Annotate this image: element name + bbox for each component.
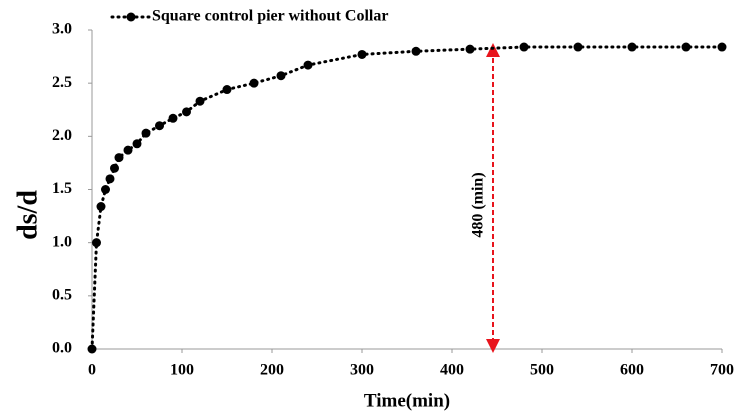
- data-point: [627, 42, 637, 52]
- y-tick-label: 3.0: [52, 21, 72, 38]
- data-point: [155, 121, 164, 131]
- y-tick-label: 0.0: [52, 340, 72, 357]
- data-point: [717, 42, 727, 52]
- x-tick-label: 400: [440, 362, 464, 379]
- x-tick-label: 300: [350, 362, 374, 379]
- data-point: [123, 145, 133, 155]
- y-tick-label: 1.5: [52, 180, 72, 197]
- annotation-label: 480 (min): [470, 172, 487, 237]
- data-point: [249, 78, 259, 88]
- x-tick-label: 0: [88, 362, 96, 379]
- y-axis-title: ds/d: [12, 190, 43, 240]
- data-point: [114, 153, 124, 163]
- data-point: [168, 113, 178, 123]
- series-line: [90, 45, 724, 351]
- data-point: [96, 202, 106, 212]
- data-point: [519, 42, 529, 52]
- x-tick-label: 100: [170, 362, 194, 379]
- x-tick-label: 500: [530, 362, 554, 379]
- data-point: [573, 42, 583, 52]
- y-tick-label: 2.5: [52, 74, 72, 91]
- data-point: [303, 60, 313, 70]
- data-point: [182, 107, 191, 117]
- data-point: [465, 44, 475, 54]
- data-point: [222, 85, 232, 95]
- data-point: [195, 96, 205, 106]
- y-tick-label: 2.0: [52, 127, 72, 144]
- data-point: [92, 238, 101, 248]
- x-tick-label: 600: [620, 362, 644, 379]
- data-point: [87, 344, 97, 354]
- y-tick-label: 0.5: [52, 287, 72, 304]
- legend-label: Square control pier without Collar: [152, 8, 388, 25]
- data-point: [101, 185, 110, 194]
- x-tick-label: 200: [260, 362, 284, 379]
- data-point: [411, 46, 421, 56]
- y-tick-label: 1.0: [52, 233, 72, 250]
- x-tick-label: 700: [710, 362, 734, 379]
- legend-marker: [126, 12, 136, 22]
- data-point: [105, 174, 115, 184]
- data-point: [276, 71, 286, 81]
- data-point: [141, 128, 151, 138]
- data-point: [357, 49, 367, 59]
- data-point: [110, 163, 119, 173]
- x-axis-title: Time(min): [364, 390, 450, 411]
- data-point: [681, 42, 691, 52]
- data-point: [132, 139, 142, 149]
